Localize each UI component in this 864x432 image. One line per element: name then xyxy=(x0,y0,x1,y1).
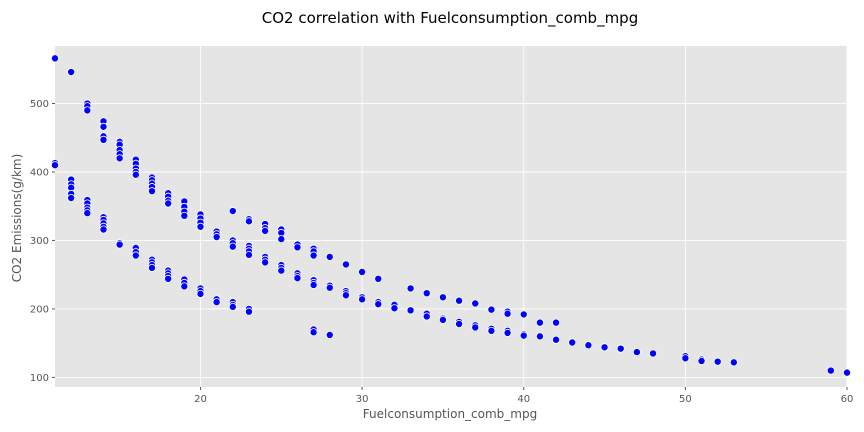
data-point xyxy=(552,335,561,344)
data-point xyxy=(358,295,367,304)
data-point xyxy=(83,106,92,115)
data-point xyxy=(147,263,156,272)
x-tick-label: 30 xyxy=(356,394,369,405)
data-point xyxy=(115,154,124,163)
data-point xyxy=(244,217,253,226)
data-point xyxy=(277,266,286,275)
data-point xyxy=(99,225,108,234)
data-point xyxy=(67,68,76,77)
data-point xyxy=(180,211,189,220)
data-point xyxy=(632,348,641,357)
data-point xyxy=(67,194,76,203)
data-point xyxy=(406,306,415,315)
data-point xyxy=(600,343,609,352)
data-point xyxy=(616,344,625,353)
data-point xyxy=(244,250,253,259)
data-point xyxy=(51,161,60,170)
data-point xyxy=(374,274,383,283)
data-point xyxy=(552,318,561,327)
data-point xyxy=(455,296,464,305)
x-tick-label: 40 xyxy=(517,394,530,405)
data-point xyxy=(228,207,237,216)
data-point xyxy=(503,328,512,337)
y-tick-label: 300 xyxy=(30,236,49,247)
grid-lines xyxy=(55,46,848,387)
data-point xyxy=(374,300,383,309)
data-point xyxy=(535,332,544,341)
data-point xyxy=(584,341,593,350)
y-tick-label: 200 xyxy=(30,304,49,315)
data-point xyxy=(325,330,334,339)
data-point xyxy=(261,258,270,267)
y-tick-label: 100 xyxy=(30,373,49,384)
x-axis-label: Fuelconsumption_comb_mpg xyxy=(363,407,537,421)
data-point xyxy=(228,242,237,251)
data-point xyxy=(471,323,480,332)
data-point xyxy=(131,170,140,179)
data-point xyxy=(212,298,221,307)
data-point xyxy=(164,199,173,208)
data-point xyxy=(843,368,852,377)
data-point xyxy=(309,251,318,260)
data-point xyxy=(422,289,431,298)
data-point xyxy=(438,293,447,302)
data-point xyxy=(131,251,140,260)
data-point xyxy=(503,309,512,318)
data-point xyxy=(293,243,302,252)
y-axis-label: CO2 Emissions(g/km) xyxy=(10,154,24,283)
data-point xyxy=(99,135,108,144)
data-point xyxy=(341,291,350,300)
data-point xyxy=(196,289,205,298)
data-point xyxy=(309,328,318,337)
data-point xyxy=(325,252,334,261)
data-points xyxy=(51,54,852,377)
data-point xyxy=(115,240,124,249)
data-point xyxy=(697,356,706,365)
data-point xyxy=(826,366,835,375)
data-point xyxy=(406,284,415,293)
data-point xyxy=(341,260,350,269)
y-axis-ticks: 100 200 300 400 500 xyxy=(30,99,55,384)
data-point xyxy=(261,226,270,235)
data-point xyxy=(277,235,286,244)
plot-area xyxy=(55,46,847,387)
data-point xyxy=(471,299,480,308)
data-point xyxy=(681,354,690,363)
x-tick-label: 60 xyxy=(841,394,854,405)
x-axis-ticks: 20 30 40 50 60 xyxy=(194,387,853,405)
data-point xyxy=(164,274,173,283)
data-point xyxy=(455,320,464,329)
x-tick-label: 50 xyxy=(679,394,692,405)
data-point xyxy=(438,315,447,324)
data-point xyxy=(309,280,318,289)
data-point xyxy=(358,267,367,276)
data-point xyxy=(487,305,496,314)
data-point xyxy=(99,122,108,131)
data-point xyxy=(180,282,189,291)
data-point xyxy=(713,357,722,366)
data-point xyxy=(519,310,528,319)
data-point xyxy=(196,222,205,231)
x-tick-label: 20 xyxy=(194,394,207,405)
data-point xyxy=(325,283,334,292)
data-point xyxy=(212,233,221,242)
data-point xyxy=(568,338,577,347)
data-point xyxy=(649,349,658,358)
data-point xyxy=(535,318,544,327)
data-point xyxy=(147,187,156,196)
data-point xyxy=(487,326,496,335)
chart-title: CO2 correlation with Fuelconsumption_com… xyxy=(262,9,638,28)
data-point xyxy=(729,358,738,367)
y-tick-label: 500 xyxy=(30,99,49,110)
data-point xyxy=(228,302,237,311)
y-tick-label: 400 xyxy=(30,167,49,178)
data-point xyxy=(244,307,253,316)
data-point xyxy=(51,54,60,63)
data-point xyxy=(83,209,92,218)
data-point xyxy=(390,304,399,313)
data-point xyxy=(293,274,302,283)
data-point xyxy=(519,331,528,340)
data-point xyxy=(422,312,431,321)
